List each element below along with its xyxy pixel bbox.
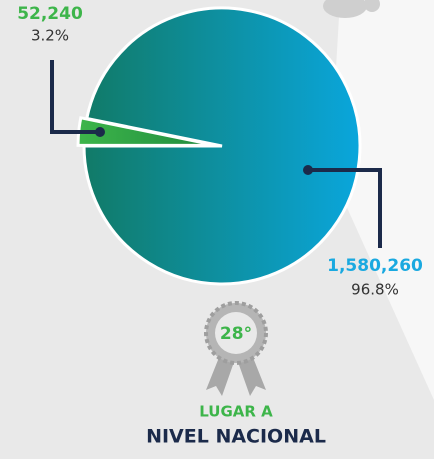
decoration [323,0,380,18]
leader-dot [303,165,313,175]
rank-label: 28° [220,324,252,344]
leader-dot [95,127,105,137]
caption-line: LUGAR A [199,403,273,421]
share-label: 96.8% [351,281,399,299]
share-label: 3.2% [31,27,69,45]
value-label: 1,580,260 [327,256,423,276]
caption-line: NIVEL NACIONAL [146,426,326,448]
pie [76,6,362,286]
value-label: 52,240 [17,4,83,24]
leader-line [308,168,382,248]
labels: 52,240 3.2% 1,580,260 96.8% [17,4,423,299]
pie-slice [82,6,362,286]
leader-line [50,60,100,134]
rank-badge: 28° [204,301,268,396]
